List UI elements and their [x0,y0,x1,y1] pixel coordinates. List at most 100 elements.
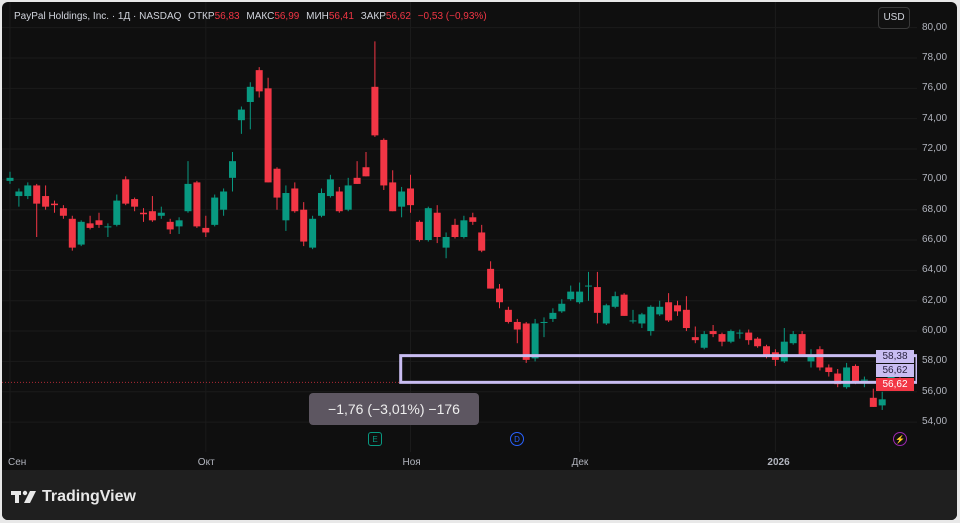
candle-up [807,356,815,362]
low-value: 56,41 [328,11,354,22]
candle-up [309,218,317,248]
range-top-price-label: 58,38 [876,350,914,363]
candle-up [237,109,245,121]
y-tick-label: 70,00 [922,173,948,185]
range-bottom-price-label: 56,62 [876,364,914,377]
candle-down [362,167,370,177]
dividend-icon[interactable]: D [510,432,524,446]
candle-up [113,200,121,225]
x-tick-label: Сен [8,457,27,468]
candle-up [531,323,539,359]
close-label: ЗАКР [360,11,386,22]
candle-up [549,312,557,319]
y-tick-label: 60,00 [922,325,948,337]
candle-down [825,367,833,373]
candle-down [59,208,67,216]
y-tick-label: 64,00 [922,264,948,276]
candle-down [852,365,859,383]
candle-up [576,291,584,303]
y-tick-label: 56,00 [922,385,948,397]
candle-up [211,197,219,225]
candle-down [33,185,41,204]
y-tick-label: 54,00 [922,416,948,428]
branding-bar: TradingView [2,470,957,520]
symbol-legend: PayPal Holdings, Inc. · 1Д · NASDAQ ОТКР… [14,11,487,22]
candle-up [344,185,352,210]
candle-down [407,188,414,206]
candle-up [442,237,450,248]
candle-down [166,221,174,230]
candle-up [700,334,708,348]
candle-up [789,334,797,344]
candle-up [184,183,192,212]
candle-up [398,191,406,207]
candle-up [424,208,432,241]
candle-down [202,227,210,233]
symbol-title[interactable]: PayPal Holdings, Inc. · 1Д · NASDAQ [14,11,182,22]
y-tick-label: 58,00 [922,355,948,367]
candle-down [389,182,397,212]
candle-up [860,379,868,381]
y-tick-label: 66,00 [922,234,948,246]
y-tick-label: 62,00 [922,294,948,306]
candle-down [95,220,103,225]
candle-down [51,203,58,206]
candle-up [638,314,646,324]
candle-down [691,337,699,341]
candle-down [86,223,94,228]
candle-up [460,220,468,238]
candle-down [380,139,388,186]
candle-up [15,191,23,197]
candle-down [335,191,343,212]
candle-down [682,309,690,329]
candle-up [104,226,112,228]
candle-down [496,288,503,303]
candle-down [353,177,361,184]
candle-up [611,296,619,307]
candle-up [157,212,165,216]
candle-down [709,331,717,335]
candle-up [602,305,610,324]
branding-text: TradingView [42,488,136,505]
candle-down [433,212,441,238]
candle-down [487,268,495,289]
low-label: МИН [306,11,329,22]
lightning-icon[interactable]: ⚡ [893,432,907,446]
candle-up [558,303,566,312]
candle-up [282,193,290,221]
x-tick-label: 2026 [767,457,790,468]
candle-up [77,221,85,245]
x-tick-label: Ноя [402,457,421,468]
close-value: 56,62 [385,11,411,22]
tradingview-logo[interactable]: TradingView [11,488,136,506]
candle-down [131,199,139,207]
candle-up [220,191,228,210]
candle-down [593,287,601,313]
candle-up [843,367,851,388]
candle-down [451,224,459,238]
candle-down [665,302,673,321]
candle-down [816,349,824,368]
high-label: МАКС [246,11,275,22]
candlestick-chart[interactable] [2,2,917,470]
candle-down [42,196,50,207]
candle-up [736,332,744,334]
candle-down [148,211,156,221]
candle-down [140,212,147,215]
earnings-icon[interactable]: E [368,432,382,446]
tradingview-logo-icon [11,490,36,503]
last-price-label: 56,62 [876,378,914,391]
candle-down [478,232,486,251]
candle-down [371,86,379,136]
currency-button[interactable]: USD [878,7,910,29]
measure-tooltip: −1,76 (−3,01%) −176 [309,393,479,425]
y-tick-label: 74,00 [922,112,948,124]
candle-up [229,161,236,178]
candle-down [273,168,281,198]
candle-up [540,321,548,323]
candle-down [291,188,299,212]
candle-up [585,285,592,287]
candle-down [754,338,762,347]
candle-down [745,332,753,341]
